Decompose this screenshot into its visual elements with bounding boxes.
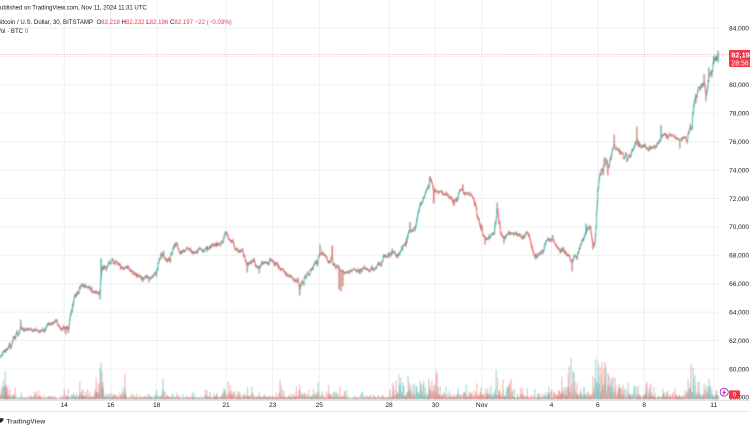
svg-text:Nov: Nov bbox=[476, 402, 488, 409]
svg-text:14: 14 bbox=[61, 402, 69, 409]
svg-text:82,197: 82,197 bbox=[731, 51, 750, 60]
svg-text:23: 23 bbox=[269, 402, 277, 409]
svg-text:64,000: 64,000 bbox=[729, 309, 749, 316]
svg-text:Bitcoin / U.S. Dollar, 30, BIT: Bitcoin / U.S. Dollar, 30, BITSTAMP O82,… bbox=[0, 19, 232, 26]
svg-text:16: 16 bbox=[107, 402, 115, 409]
svg-text:28: 28 bbox=[385, 402, 393, 409]
svg-text:74,000: 74,000 bbox=[729, 167, 749, 174]
svg-text:Published on TradingView.com,: Published on TradingView.com, Nov 11, 20… bbox=[0, 6, 147, 12]
svg-text:78,000: 78,000 bbox=[729, 111, 749, 118]
svg-text:11: 11 bbox=[710, 402, 717, 409]
svg-text:25: 25 bbox=[316, 402, 324, 409]
svg-text:6: 6 bbox=[596, 402, 600, 409]
svg-text:72,000: 72,000 bbox=[729, 196, 749, 203]
svg-text:30: 30 bbox=[432, 402, 440, 409]
svg-text:68,000: 68,000 bbox=[729, 253, 749, 260]
svg-text:76,000: 76,000 bbox=[729, 139, 749, 146]
svg-text:80,000: 80,000 bbox=[729, 82, 749, 89]
svg-text:84,000: 84,000 bbox=[729, 25, 749, 32]
svg-text:60,000: 60,000 bbox=[729, 366, 749, 373]
svg-text:70,000: 70,000 bbox=[729, 224, 749, 231]
svg-text:4: 4 bbox=[550, 402, 554, 409]
svg-text:21: 21 bbox=[222, 402, 230, 409]
svg-text:66,000: 66,000 bbox=[729, 281, 749, 288]
svg-text:62,000: 62,000 bbox=[729, 338, 749, 345]
svg-text:8: 8 bbox=[642, 402, 646, 409]
svg-text:18: 18 bbox=[153, 402, 161, 409]
svg-text:28:56: 28:56 bbox=[731, 60, 749, 67]
svg-text:0: 0 bbox=[733, 392, 737, 399]
svg-text:TradingView: TradingView bbox=[7, 419, 47, 426]
svg-text:Vol · BTC 0: Vol · BTC 0 bbox=[0, 28, 29, 35]
